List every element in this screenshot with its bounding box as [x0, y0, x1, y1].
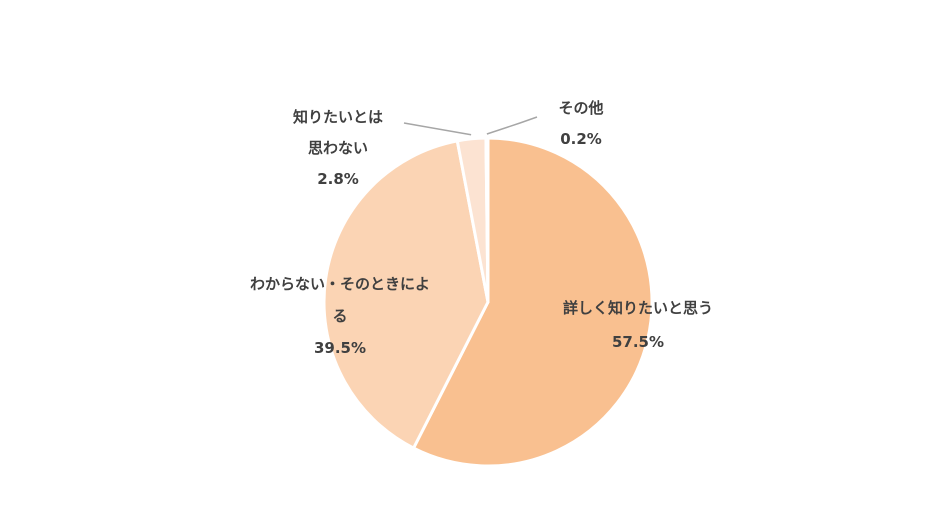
slice-value-label-0: 57.5%	[612, 333, 664, 351]
slice-category-label-0: 詳しく知りたいと思う	[563, 299, 713, 317]
slice-category-label-1: る	[332, 307, 347, 325]
slice-category-label-1: わからない・そのときによ	[250, 275, 430, 293]
slice-category-label-3: その他	[558, 99, 603, 117]
pie-slices	[322, 136, 654, 468]
leader-line-3	[486, 116, 538, 135]
pie-slice-3	[484, 136, 490, 304]
leader-lines	[403, 116, 538, 136]
slice-category-label-2: 思わない	[308, 139, 368, 157]
pie-slice-0	[412, 136, 654, 468]
slice-value-label-2: 2.8%	[317, 170, 359, 188]
slice-category-label-2: 知りたいとは	[293, 108, 383, 126]
leader-line-2	[403, 122, 472, 136]
pie-slice-1	[322, 139, 490, 450]
slice-value-label-3: 0.2%	[560, 130, 602, 148]
slice-value-label-1: 39.5%	[314, 339, 366, 357]
